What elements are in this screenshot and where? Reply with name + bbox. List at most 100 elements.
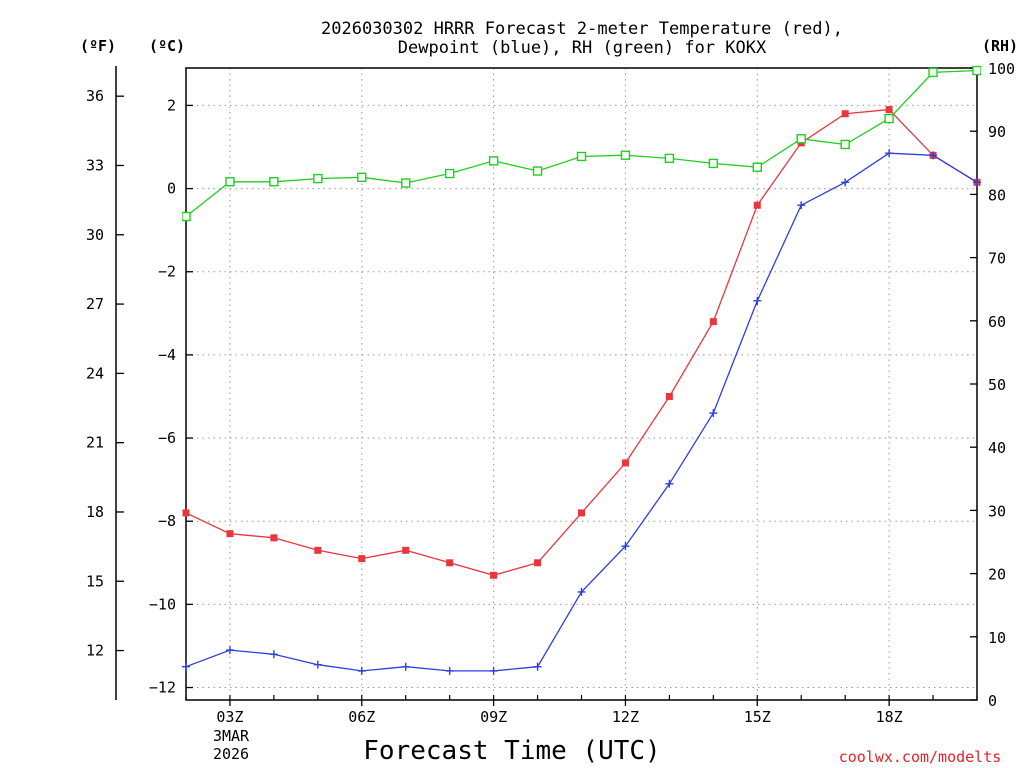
temperature-point: [753, 201, 761, 209]
dewpoint-point: [577, 587, 586, 596]
rh-point: [225, 177, 235, 187]
celsius-tick-label: −8: [158, 512, 176, 530]
credit-text: coolwx.com/modelts: [839, 748, 1002, 766]
celsius-tick-label: −4: [158, 346, 176, 364]
rh-point: [182, 211, 191, 222]
rh-point: [576, 151, 587, 162]
rh-point: [708, 158, 719, 169]
rh-point: [884, 113, 894, 124]
celsius-unit-label: (ºC): [149, 37, 185, 55]
date-label-year: 2026: [213, 745, 249, 763]
dewpoint-point: [753, 296, 762, 305]
rh-point: [488, 156, 499, 166]
temperature-point: [885, 106, 893, 114]
dewpoint-point: [797, 201, 806, 210]
x-tick-label: 15Z: [744, 708, 771, 726]
celsius-tick-label: −2: [158, 263, 176, 281]
temperature-point: [578, 509, 585, 517]
rh-tick-label: 30: [988, 502, 1006, 520]
temperature-point: [534, 559, 542, 567]
fahrenheit-tick-label: 36: [86, 87, 104, 105]
rh-tick-label: 70: [988, 250, 1006, 268]
rh-tick-label: 20: [988, 566, 1006, 584]
temperature-point: [270, 534, 278, 542]
dewpoint-point: [929, 151, 938, 160]
dewpoint-point: [533, 662, 542, 671]
celsius-tick-label: 0: [167, 180, 176, 198]
dewpoint-point: [841, 178, 850, 187]
grid-lines: [186, 68, 977, 700]
dewpoint-point: [885, 149, 894, 158]
x-axis-label: Forecast Time (UTC): [363, 736, 660, 766]
fahrenheit-tick-label: 21: [86, 434, 104, 452]
rh-point: [796, 134, 806, 144]
dewpoint-point: [665, 479, 674, 488]
temperature-point: [226, 530, 234, 538]
rh-point: [840, 139, 850, 150]
rh-point: [444, 168, 455, 179]
rh-point: [928, 67, 938, 78]
rh-tick-label: 100: [988, 60, 1015, 78]
fahrenheit-tick-label: 12: [86, 642, 104, 660]
rh-tick-label: 50: [988, 376, 1006, 394]
temperature-point: [446, 559, 454, 567]
fahrenheit-axis: 36 33 30 27 24 21 18 15 12: [86, 87, 124, 660]
temperature-point: [621, 459, 629, 467]
x-tick-label: 09Z: [480, 708, 507, 726]
rh-tick-label: 90: [988, 123, 1006, 141]
x-axis: 03Z 06Z 09Z 12Z 15Z 18Z: [185, 695, 978, 726]
celsius-tick-label: −12: [149, 679, 176, 697]
rh-point: [401, 178, 411, 188]
dewpoint-point: [973, 178, 981, 187]
rh-line: [185, 69, 978, 218]
dewpoint-point: [489, 666, 498, 675]
fahrenheit-tick-label: 27: [86, 295, 104, 313]
date-label-day: 3MAR: [213, 727, 250, 745]
rh-tick-label: 60: [988, 313, 1006, 331]
fahrenheit-tick-label: 18: [86, 503, 104, 521]
series-rh: [182, 65, 981, 222]
rh-point: [752, 162, 762, 172]
rh-tick-label: 80: [988, 186, 1006, 204]
series-layer: [182, 65, 981, 675]
series-dewpoint: [182, 149, 981, 675]
temperature-point: [182, 509, 190, 517]
x-tick-label: 18Z: [876, 708, 903, 726]
rh-point: [313, 173, 323, 184]
fahrenheit-tick-label: 30: [86, 226, 104, 244]
rh-point: [357, 172, 367, 183]
rh-unit-label: (RH): [982, 37, 1018, 55]
fahrenheit-unit-label: (ºF): [80, 37, 116, 55]
dewpoint-point: [182, 662, 190, 671]
rh-point: [620, 150, 631, 160]
rh-tick-label: 40: [988, 439, 1006, 457]
dewpoint-point: [445, 666, 454, 675]
rh-point: [269, 177, 279, 187]
series-temperature: [182, 106, 981, 579]
x-tick-label: 03Z: [216, 708, 243, 726]
temperature-point: [402, 546, 410, 554]
celsius-tick-label: −6: [158, 429, 176, 447]
x-tick-label: 06Z: [348, 708, 375, 726]
celsius-tick-label: −10: [149, 595, 176, 613]
plot-frame: [185, 67, 978, 701]
chart-title-line2: Dewpoint (blue), RH (green) for KOKX: [398, 38, 767, 58]
x-tick-label: 12Z: [612, 708, 639, 726]
dewpoint-point: [401, 662, 410, 671]
temperature-point: [314, 546, 322, 554]
temperature-point: [665, 392, 673, 400]
rh-point: [532, 166, 543, 176]
rh-tick-label: 0: [988, 692, 997, 710]
fahrenheit-tick-label: 33: [86, 156, 104, 174]
celsius-axis: 2 0 −2 −4 −6 −8 −10 −12: [149, 96, 193, 697]
celsius-tick-label: 2: [167, 96, 176, 114]
dewpoint-point: [225, 646, 234, 655]
dewpoint-point: [357, 666, 366, 675]
temperature-point: [358, 555, 366, 563]
temperature-point: [709, 318, 717, 326]
dewpoint-point: [269, 650, 278, 659]
temperature-point: [841, 110, 849, 118]
dewpoint-point: [313, 660, 322, 669]
